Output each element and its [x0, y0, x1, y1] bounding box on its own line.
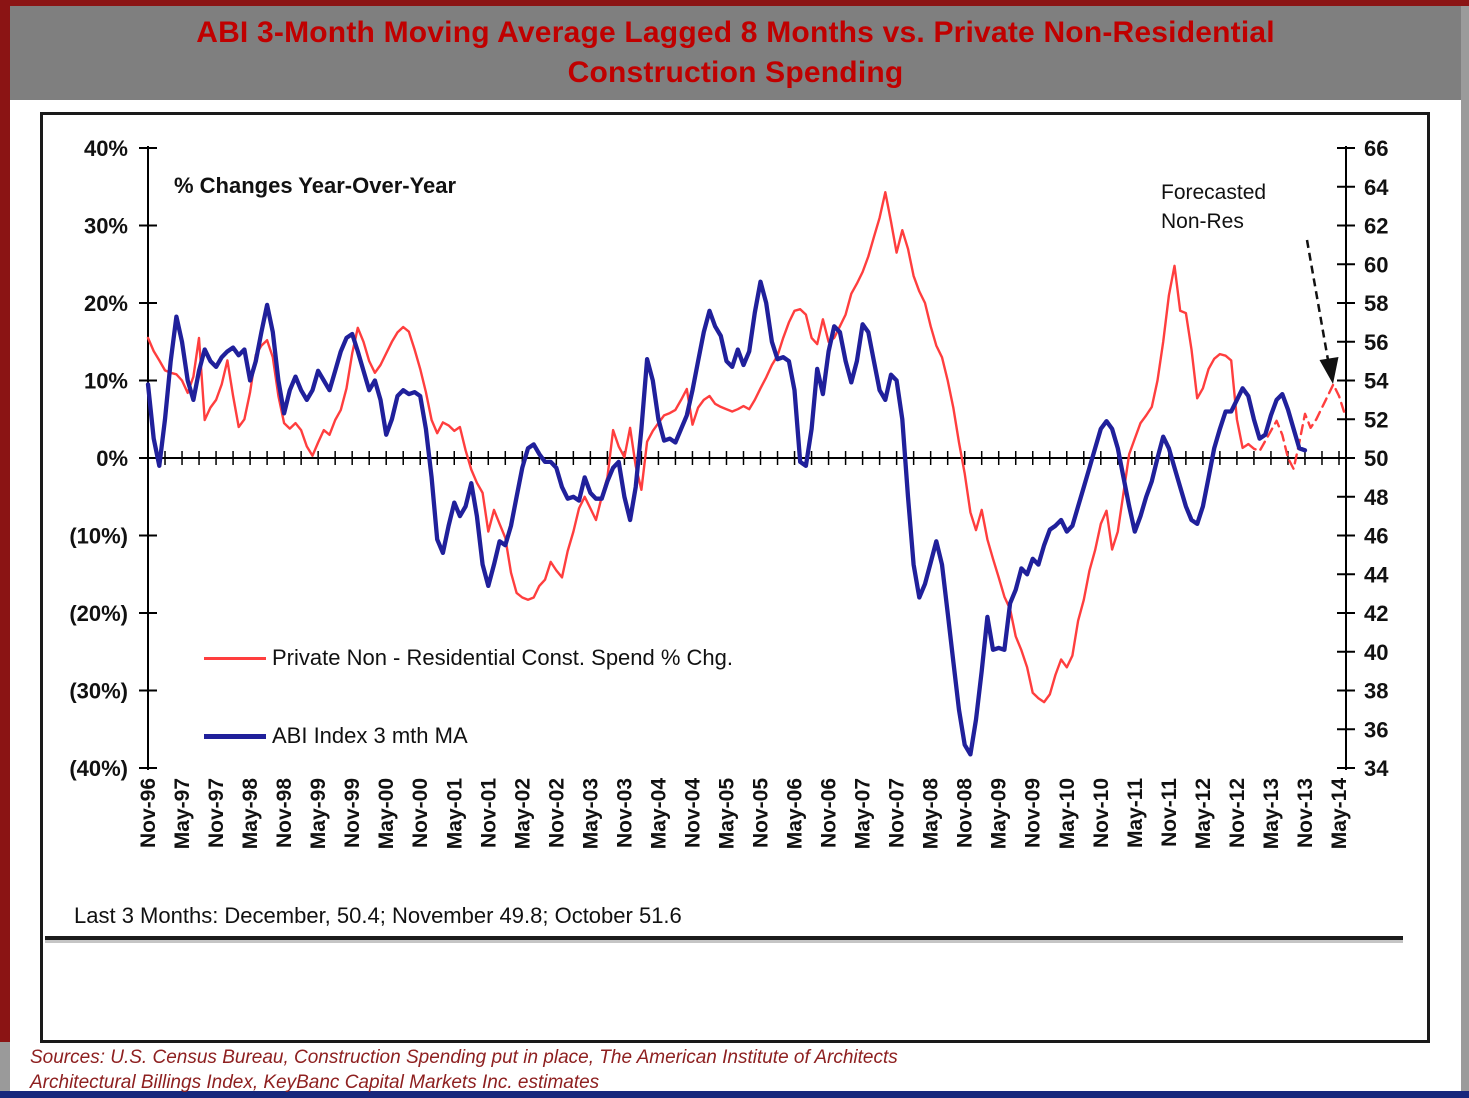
red-line-swatch-icon — [204, 656, 266, 660]
x-axis-tick-label: May-07 — [852, 778, 875, 849]
x-axis-tick-label: Nov-96 — [137, 778, 160, 848]
forecast-annotation: Forecasted Non-Res — [1161, 178, 1266, 237]
legend-item-abi-index: ABI Index 3 mth MA — [204, 723, 468, 749]
x-axis-labels: Nov-96 May-97 Nov-97 May-98 Nov-98 May-99 Nov-… — [137, 778, 1351, 850]
x-axis-tick-label: Nov-01 — [477, 778, 500, 848]
x-axis-tick-label: May-00 — [375, 778, 398, 849]
x-axis-tick-label: May-08 — [920, 778, 943, 850]
x-axis-tick-label: Nov-08 — [954, 778, 977, 848]
x-axis-tick-label: May-97 — [171, 778, 194, 849]
right-axis-tick-label: 46 — [1364, 524, 1388, 549]
forecast-annotation-line2: Non-Res — [1161, 210, 1244, 234]
x-axis-tick-label: Nov-10 — [1090, 778, 1113, 848]
x-axis-tick-label: May-13 — [1260, 778, 1283, 849]
x-axis-tick-label: Nov-04 — [681, 778, 704, 848]
right-border — [1461, 6, 1469, 1098]
x-axis-tick-label: May-05 — [715, 778, 738, 850]
right-axis-tick-label: 34 — [1364, 756, 1389, 781]
axis-tick-labels: 40% 30% 20% 10% 0% (10%) (20%) (30%) (40%) 66 64 62… — [69, 136, 1389, 781]
legend-label-abi-index: ABI Index 3 mth MA — [272, 723, 468, 748]
x-axis-tick-label: Nov-09 — [1022, 778, 1045, 848]
left-border-bottom — [0, 1042, 10, 1098]
horizontal-divider — [45, 936, 1403, 940]
x-axis-tick-label: Nov-03 — [613, 778, 636, 848]
x-axis-tick-label: Nov-06 — [818, 778, 841, 848]
page-title: ABI 3-Month Moving Average Lagged 8 Mont… — [196, 13, 1275, 94]
left-axis-tick-label: 30% — [84, 214, 128, 239]
right-axis-tick-label: 50 — [1364, 446, 1388, 471]
right-axis-tick-label: 36 — [1364, 717, 1388, 742]
left-axis-tick-label: (10%) — [69, 524, 128, 549]
blue-line-swatch-icon — [204, 733, 266, 739]
x-axis-tick-label: May-98 — [239, 778, 262, 850]
right-axis-tick-label: 56 — [1364, 330, 1388, 355]
right-axis-tick-label: 60 — [1364, 252, 1388, 277]
left-axis-tick-label: 0% — [96, 446, 128, 471]
left-axis-tick-label: 10% — [84, 369, 128, 394]
chart-panel — [40, 112, 1430, 1043]
x-axis-tick-label: Nov-99 — [341, 778, 364, 848]
x-axis-tick-label: Nov-13 — [1294, 778, 1317, 848]
right-axis-tick-label: 64 — [1364, 175, 1389, 200]
left-axis-tick-label: (30%) — [69, 679, 128, 704]
x-axis-tick-label: Nov-97 — [205, 778, 228, 848]
last-3-months-note: Last 3 Months: December, 50.4; November … — [74, 903, 682, 928]
right-axis-tick-label: 48 — [1364, 485, 1388, 510]
right-axis-tick-label: 42 — [1364, 601, 1388, 626]
sources-line1: Sources: U.S. Census Bureau, Constructio… — [30, 1047, 898, 1068]
left-axis-tick-label: (20%) — [69, 601, 128, 626]
x-axis-tick-label: May-14 — [1328, 778, 1351, 850]
x-axis-tick-label: Nov-11 — [1158, 778, 1181, 847]
x-axis-tick-label: May-09 — [988, 778, 1011, 849]
x-axis-tick-label: May-01 — [443, 778, 466, 850]
x-axis-tick-label: May-03 — [579, 778, 602, 849]
axis-units-label: % Changes Year-Over-Year — [174, 173, 457, 198]
x-axis-tick-label: May-02 — [511, 778, 534, 849]
left-axis-tick-label: (40%) — [69, 756, 128, 781]
legend-label-nonres-spend: Private Non - Residential Const. Spend %… — [272, 645, 734, 670]
right-axis-tick-label: 38 — [1364, 679, 1388, 704]
bottom-border — [0, 1091, 1469, 1098]
left-border — [0, 0, 10, 1042]
sources-line2: Architectural Billings Index, KeyBanc Ca… — [30, 1071, 600, 1093]
page-title-line1: ABI 3-Month Moving Average Lagged 8 Mont… — [196, 15, 1275, 49]
series-line-0-forecast — [1247, 383, 1346, 471]
x-axis-tick-label: Nov-05 — [750, 778, 773, 848]
top-border — [0, 0, 1469, 6]
x-axis-tick-label: May-10 — [1056, 778, 1079, 849]
right-axis-tick-label: 58 — [1364, 291, 1388, 316]
right-axis-tick-label: 62 — [1364, 214, 1388, 239]
x-axis-tick-label: Nov-00 — [409, 778, 432, 848]
right-axis-tick-label: 40 — [1364, 640, 1388, 665]
x-axis-tick-label: Nov-98 — [273, 778, 296, 848]
legend-item-nonres-spend: Private Non - Residential Const. Spend %… — [204, 645, 733, 671]
axes — [139, 146, 1355, 770]
page-title-line2: Construction Spending — [567, 56, 904, 89]
right-axis-tick-label: 44 — [1364, 562, 1389, 587]
x-axis-tick-label: May-06 — [784, 778, 807, 849]
forecast-annotation-line1: Forecasted — [1161, 181, 1267, 204]
x-axis-tick-label: May-12 — [1192, 778, 1215, 849]
x-axis-tick-label: Nov-02 — [545, 778, 568, 848]
sources-note: Sources: U.S. Census Bureau, Constructio… — [30, 1046, 898, 1095]
series-line-1 — [145, 279, 1308, 757]
right-axis-tick-label: 52 — [1364, 407, 1388, 432]
forecast-arrow — [1305, 239, 1339, 384]
title-band: ABI 3-Month Moving Average Lagged 8 Mont… — [10, 6, 1461, 100]
right-axis-tick-label: 54 — [1364, 369, 1389, 394]
x-axis-tick-label: May-11 — [1124, 778, 1147, 848]
x-axis-tick-label: May-99 — [307, 778, 330, 849]
x-axis-tick-label: Nov-12 — [1226, 778, 1249, 848]
x-axis-tick-label: Nov-07 — [886, 778, 909, 848]
left-axis-tick-label: 20% — [84, 291, 128, 316]
series-line-0-actual — [146, 190, 1250, 704]
left-axis-tick-label: 40% — [84, 136, 128, 161]
x-axis-tick-label: May-04 — [647, 778, 670, 850]
right-axis-tick-label: 66 — [1364, 136, 1388, 161]
